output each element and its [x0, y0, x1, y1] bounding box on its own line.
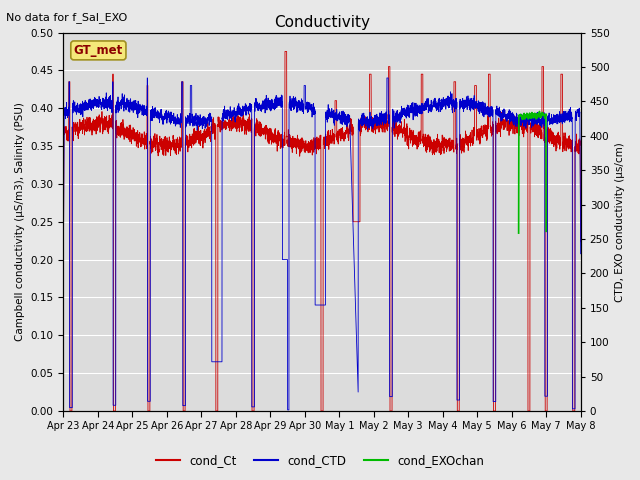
Y-axis label: Campbell conductivity (μS/m3), Salinity (PSU): Campbell conductivity (μS/m3), Salinity …	[15, 102, 25, 341]
Legend: cond_Ct, cond_CTD, cond_EXOchan: cond_Ct, cond_CTD, cond_EXOchan	[152, 449, 488, 472]
Text: No data for f_Sal_EXO: No data for f_Sal_EXO	[6, 12, 127, 23]
Title: Conductivity: Conductivity	[274, 15, 370, 30]
Y-axis label: CTD, EXO conductivity (μs/cm): CTD, EXO conductivity (μs/cm)	[615, 142, 625, 301]
Text: GT_met: GT_met	[74, 44, 123, 57]
